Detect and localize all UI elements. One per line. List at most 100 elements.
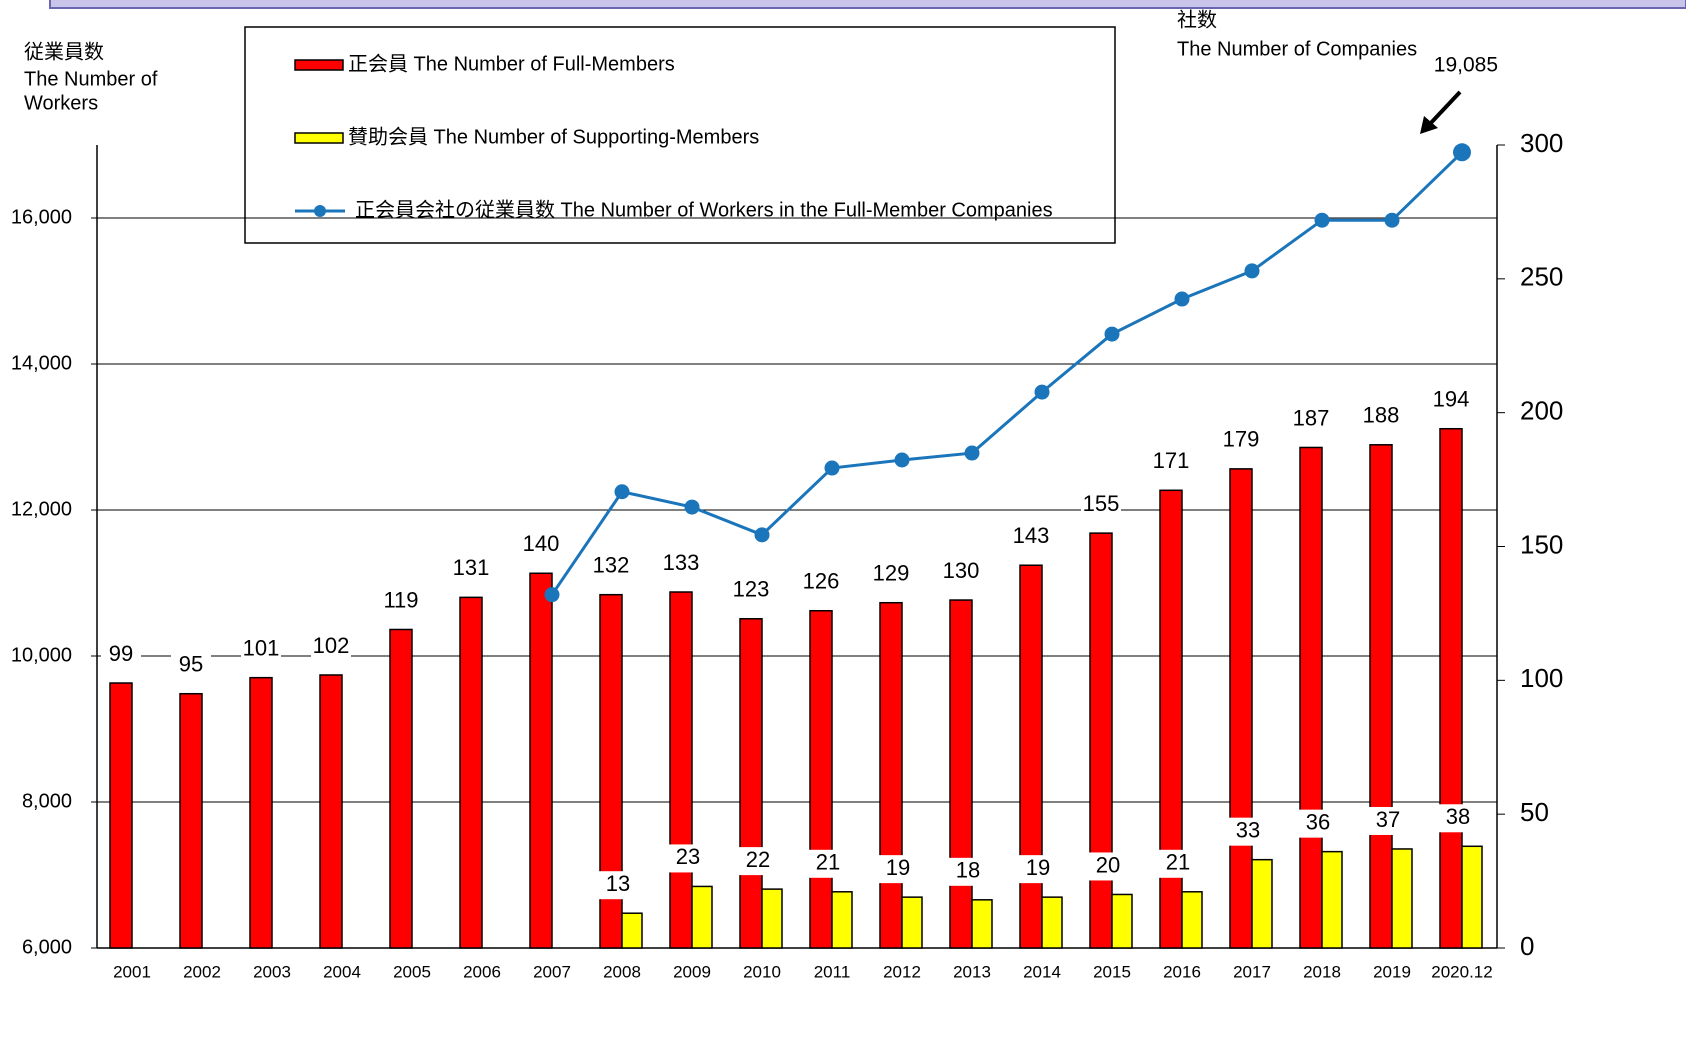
y-tick-label: 10,000 (11, 644, 72, 666)
label-bg (1431, 386, 1471, 415)
x-tick-label: 2012 (883, 962, 921, 981)
annotation: 19,085 (1434, 54, 1498, 77)
legend-label: 賛助会員 The Number of Supporting-Members (348, 125, 759, 148)
data-label: 18 (956, 858, 980, 883)
bar (389, 628, 413, 949)
label-bg (521, 531, 561, 560)
bar (879, 601, 903, 949)
x-tick-label: 2001 (113, 962, 151, 981)
annotation-arrowhead (1420, 116, 1438, 134)
label-bg (1291, 405, 1331, 434)
data-label: 36 (1306, 809, 1330, 834)
bar (249, 676, 273, 949)
y2-axis-label: The Number of Companies (1177, 38, 1417, 60)
label-bg (1158, 849, 1198, 878)
y2-tick-label: 300 (1520, 128, 1563, 158)
line-point (544, 587, 560, 603)
label-bg (738, 847, 778, 876)
legend-swatch (314, 205, 326, 217)
x-tick-label: 2005 (393, 962, 431, 981)
data-label: 140 (523, 531, 560, 556)
line-point (824, 460, 840, 476)
label-bg (1088, 852, 1128, 881)
bar (971, 899, 993, 949)
data-label: 95 (179, 652, 203, 677)
data-label: 37 (1376, 807, 1400, 832)
data-label: 101 (243, 635, 280, 660)
bar (1229, 468, 1253, 949)
line-point (1244, 263, 1260, 279)
legend-label: 正会員 The Number of Full-Members (348, 52, 675, 75)
line-point (1104, 326, 1120, 342)
label-bg (731, 576, 771, 605)
bar (621, 912, 643, 949)
line-point (894, 452, 910, 468)
bar (761, 888, 783, 949)
legend-label: 正会員会社の従業員数 The Number of Workers in the … (355, 198, 1053, 221)
bar (1461, 845, 1483, 949)
x-tick-label: 2010 (743, 962, 781, 981)
data-label: 33 (1236, 817, 1260, 842)
y2-tick-label: 100 (1520, 663, 1563, 693)
label-bg (1018, 855, 1058, 884)
y2-tick-label: 0 (1520, 931, 1534, 961)
data-label: 188 (1363, 403, 1400, 428)
title-band (49, 0, 1686, 9)
data-label: 179 (1223, 427, 1260, 452)
data-label: 187 (1293, 405, 1330, 430)
x-tick-label: 2008 (603, 962, 641, 981)
bar (179, 692, 203, 949)
legend-swatch (294, 132, 344, 144)
y2-axis-label: 社数 (1177, 8, 1217, 31)
bar (949, 599, 973, 949)
label-bg (1368, 806, 1408, 835)
label-bg (1221, 426, 1261, 455)
label-bg (311, 632, 351, 661)
line-point (614, 484, 630, 500)
bar (1181, 891, 1203, 949)
x-tick-label: 2002 (183, 962, 221, 981)
x-tick-label: 2009 (673, 962, 711, 981)
label-bg (101, 641, 141, 670)
data-label: 131 (453, 555, 490, 580)
x-tick-label: 2013 (953, 962, 991, 981)
data-label: 102 (313, 633, 350, 658)
bar (319, 674, 343, 949)
data-label: 119 (383, 587, 418, 612)
label-bg (1438, 804, 1478, 833)
line-point (1174, 291, 1190, 307)
data-label: 20 (1096, 852, 1120, 877)
bar (739, 618, 763, 949)
bar (1321, 850, 1343, 949)
data-label: 194 (1433, 387, 1470, 412)
x-tick-label: 2015 (1093, 962, 1131, 981)
bar (1391, 848, 1413, 949)
label-bg (598, 871, 638, 900)
bar (1041, 896, 1063, 949)
line-point (1034, 384, 1050, 400)
x-tick-label: 2007 (533, 962, 571, 981)
line-point (1384, 212, 1400, 228)
bar (831, 891, 853, 949)
data-label: 171 (1153, 448, 1190, 473)
y-axis-label: 従業員数 (24, 40, 104, 63)
label-bg (1361, 402, 1401, 431)
data-label: 143 (1013, 523, 1050, 548)
label-bg (171, 651, 211, 680)
data-label: 126 (803, 569, 840, 594)
data-label: 38 (1446, 804, 1470, 829)
label-bg (451, 555, 491, 584)
label-bg (1298, 809, 1338, 838)
data-label: 22 (746, 847, 770, 872)
x-tick-label: 2020.12 (1431, 962, 1492, 981)
x-tick-label: 2006 (463, 962, 501, 981)
bar (1299, 446, 1323, 949)
label-bg (1011, 523, 1051, 552)
data-label: 21 (1166, 850, 1190, 875)
x-tick-label: 2003 (253, 962, 291, 981)
label-bg (1151, 448, 1191, 477)
data-label: 155 (1083, 491, 1120, 516)
label-bg (591, 552, 631, 581)
